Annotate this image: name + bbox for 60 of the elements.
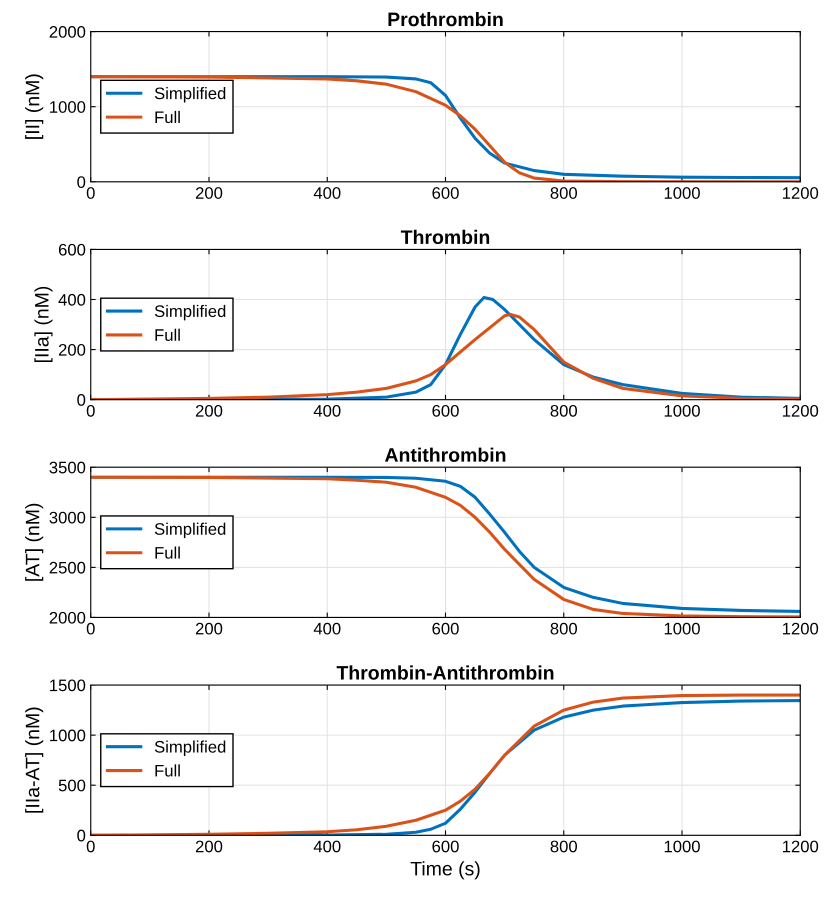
x-tick-label: 200 <box>196 187 222 199</box>
y-tick-label: 1000 <box>50 730 86 742</box>
x-tick-label: 0 <box>86 840 95 852</box>
x-tick-label: 0 <box>86 404 95 417</box>
legend-label: Full <box>155 328 180 341</box>
x-tick-label: 1000 <box>664 622 700 635</box>
x-tick-label: 600 <box>432 187 459 199</box>
chart-title: Prothrombin <box>388 12 503 26</box>
chart-title: Antithrombin <box>384 448 506 462</box>
y-tick-label: 500 <box>58 780 86 792</box>
y-axis-title: [II] (nM) <box>25 74 44 139</box>
x-axis-title: Time (s) <box>410 861 480 880</box>
x-tick-label: 1000 <box>664 404 700 417</box>
y-tick-label: 0 <box>77 830 86 842</box>
x-tick-label: 400 <box>314 622 341 635</box>
x-tick-label: 800 <box>550 622 578 635</box>
x-tick-label: 0 <box>86 622 95 635</box>
x-tick-label: 1200 <box>782 187 818 199</box>
y-tick-label: 600 <box>58 244 86 256</box>
x-tick-label: 200 <box>196 840 222 852</box>
legend-label: Simplified <box>154 740 226 756</box>
x-tick-label: 1200 <box>782 404 818 417</box>
chart-title: Thrombin <box>400 230 490 244</box>
legend-label: Full <box>155 764 180 777</box>
x-tick-label: 200 <box>196 622 222 635</box>
x-tick-label: 0 <box>86 187 95 199</box>
y-tick-label: 3500 <box>49 462 86 474</box>
chart-title: Thrombin-Antithrombin <box>336 665 554 680</box>
x-tick-label: 1000 <box>664 187 700 199</box>
y-tick-label: 2000 <box>50 26 86 38</box>
y-tick-label: 2500 <box>50 562 86 574</box>
y-axis-title: [IIa-AT] (nM) <box>25 708 44 813</box>
x-tick-label: 800 <box>550 404 578 417</box>
y-tick-label: 1500 <box>50 679 86 692</box>
x-tick-label: 1000 <box>664 840 700 852</box>
y-tick-label: 0 <box>77 394 86 406</box>
legend-label: Simplified <box>154 87 226 103</box>
y-tick-label: 200 <box>58 344 86 356</box>
x-tick-label: 800 <box>550 840 578 852</box>
y-tick-label: 1000 <box>50 101 86 113</box>
y-axis-title: [IIa] (nM) <box>34 286 53 362</box>
x-tick-label: 200 <box>196 404 222 417</box>
x-tick-label: 600 <box>432 622 459 635</box>
x-tick-label: 600 <box>432 840 459 852</box>
y-axis-title: [AT] (nM) <box>25 504 44 581</box>
x-tick-label: 1200 <box>782 840 818 852</box>
y-tick-label: 400 <box>58 294 86 306</box>
y-tick-label: 0 <box>77 176 86 188</box>
legend-label: Full <box>155 546 180 559</box>
legend-label: Simplified <box>154 304 226 320</box>
x-tick-label: 400 <box>314 404 341 417</box>
x-tick-label: 800 <box>550 187 578 199</box>
x-tick-label: 400 <box>314 840 341 852</box>
y-tick-label: 2000 <box>50 612 86 624</box>
y-tick-label: 3000 <box>49 512 86 524</box>
legend-label: Full <box>155 110 180 124</box>
x-tick-label: 1200 <box>782 622 818 635</box>
x-tick-label: 400 <box>314 187 341 199</box>
x-tick-label: 600 <box>432 404 459 417</box>
legend-label: Simplified <box>154 522 226 538</box>
